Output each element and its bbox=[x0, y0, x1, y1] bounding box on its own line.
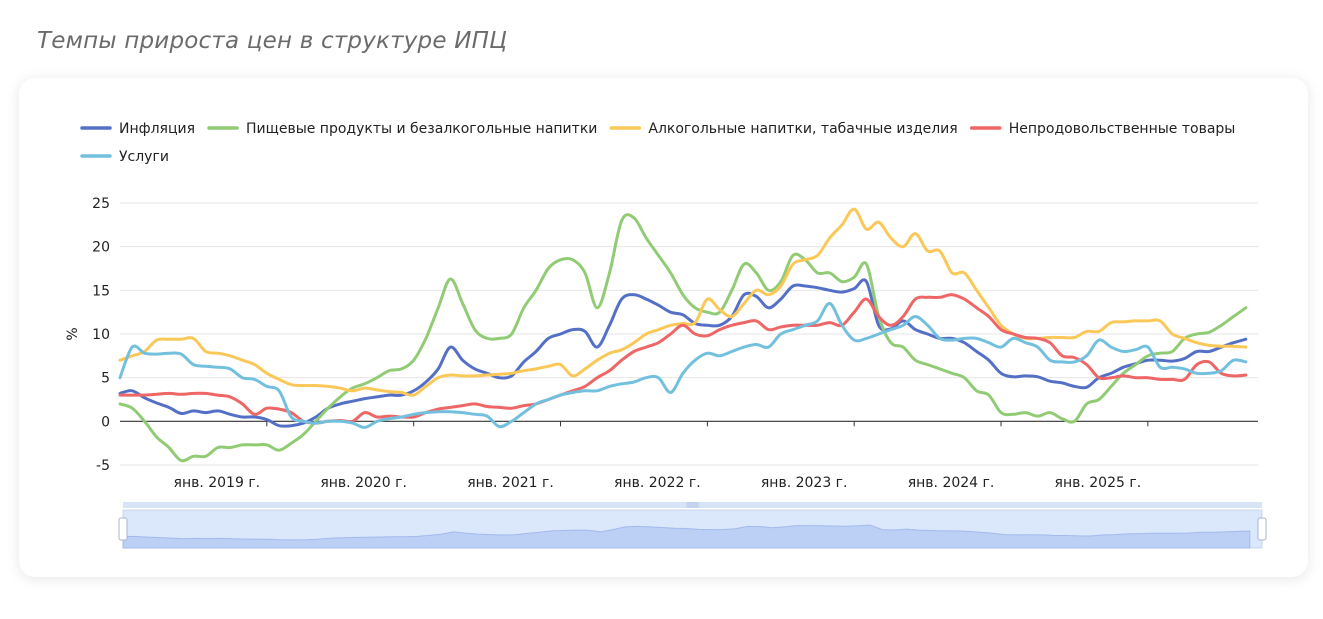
chart-svg: Инфляция Пищевые продукты и безалкогольны… bbox=[65, 121, 1267, 549]
legend-item[interactable]: Услуги bbox=[80, 149, 169, 165]
page-title: Темпы прироста цен в структуре ИПЦ bbox=[37, 28, 508, 54]
y-tick-label: -5 bbox=[96, 458, 110, 474]
legend-label: Пищевые продукты и безалкогольные напитк… bbox=[246, 121, 597, 137]
chart-legend: Инфляция Пищевые продукты и безалкогольны… bbox=[80, 121, 1236, 165]
legend-label: Алкогольные напитки, табачные изделия bbox=[648, 121, 957, 137]
y-tick-label: 15 bbox=[92, 283, 110, 299]
x-tick-label: янв. 2024 г. bbox=[908, 475, 995, 491]
y-axis: -5 0 5 10 15 20 25% bbox=[65, 196, 110, 474]
y-tick-label: 0 bbox=[101, 414, 110, 430]
x-tick-label: янв. 2020 г. bbox=[320, 475, 407, 491]
x-tick-label: янв. 2021 г. bbox=[467, 475, 554, 491]
legend-label: Услуги bbox=[119, 149, 169, 165]
legend-label: Непродовольственные товары bbox=[1009, 121, 1236, 137]
y-tick-label: 25 bbox=[92, 196, 110, 212]
zoom-handle-left[interactable] bbox=[118, 517, 128, 541]
y-axis-label: % bbox=[65, 327, 81, 340]
x-tick-label: янв. 2022 г. bbox=[614, 475, 701, 491]
chart-lines bbox=[118, 207, 1248, 463]
y-tick-label: 5 bbox=[101, 371, 110, 387]
zoom-drag-handle[interactable] bbox=[686, 502, 699, 508]
series-line-0[interactable] bbox=[118, 278, 1248, 428]
chart-card: Инфляция Пищевые продукты и безалкогольны… bbox=[19, 78, 1308, 577]
legend-label: Инфляция bbox=[119, 121, 195, 137]
series-line-4[interactable] bbox=[118, 301, 1248, 429]
legend-item[interactable]: Инфляция bbox=[80, 121, 195, 137]
zoom-slider[interactable] bbox=[118, 502, 1267, 549]
zoom-overview-area bbox=[122, 524, 1251, 549]
x-tick-label: янв. 2025 г. bbox=[1055, 475, 1142, 491]
x-tick-label: янв. 2023 г. bbox=[761, 475, 848, 491]
x-axis: янв. 2019 г. янв. 2020 г. янв. 2021 г. янв.… bbox=[174, 421, 1149, 491]
x-tick-label: янв. 2019 г. bbox=[174, 475, 261, 491]
legend-item[interactable]: Алкогольные напитки, табачные изделия bbox=[609, 121, 958, 137]
legend-item[interactable]: Пищевые продукты и безалкогольные напитк… bbox=[207, 121, 597, 137]
series-line-2[interactable] bbox=[118, 207, 1248, 397]
legend-item[interactable]: Непродовольственные товары bbox=[969, 121, 1236, 137]
series-line-1[interactable] bbox=[118, 213, 1248, 463]
zoom-selection[interactable] bbox=[123, 510, 1262, 548]
y-tick-label: 20 bbox=[92, 240, 110, 256]
zoom-handle-right[interactable] bbox=[1257, 517, 1267, 541]
y-tick-label: 10 bbox=[92, 327, 110, 343]
